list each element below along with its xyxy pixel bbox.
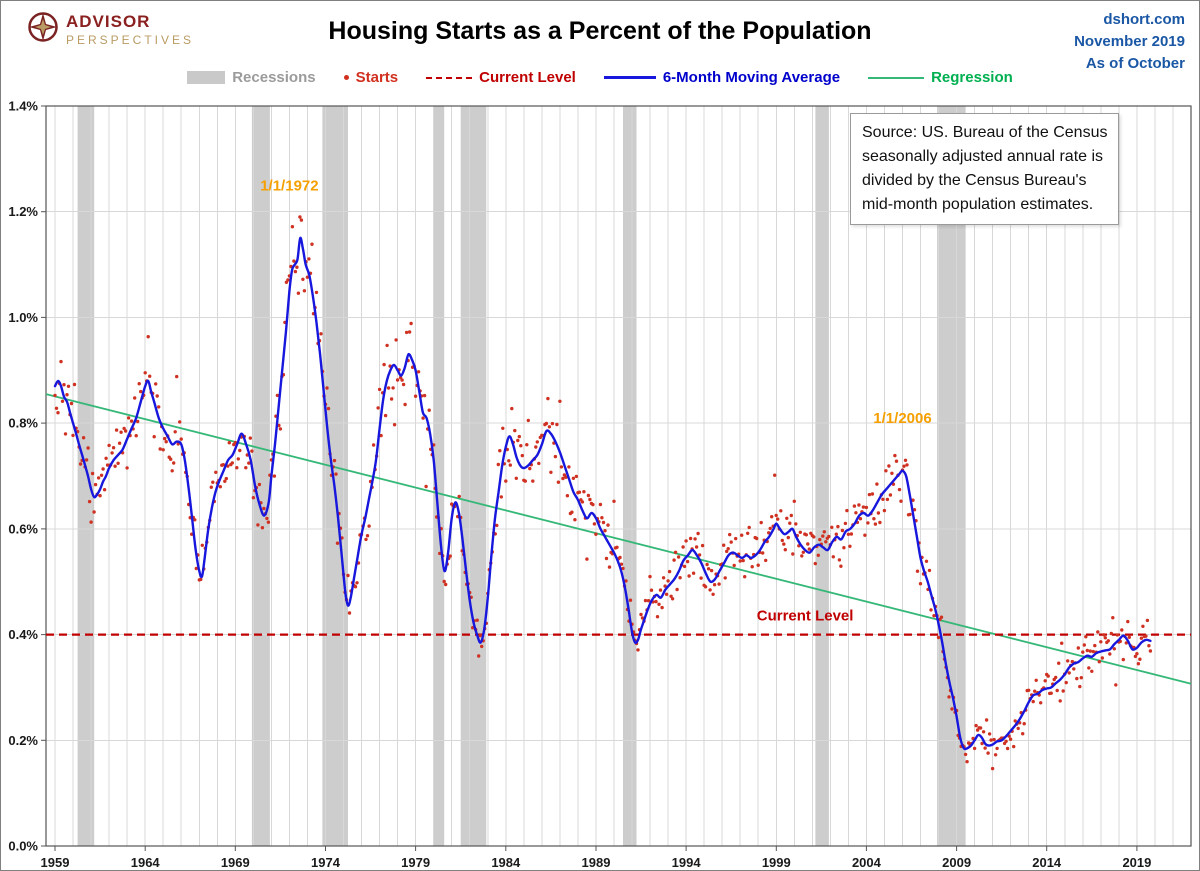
starts-dot-swatch [343, 75, 349, 80]
svg-text:1984: 1984 [491, 855, 521, 870]
svg-text:1.4%: 1.4% [8, 99, 38, 114]
svg-text:1/1/1972: 1/1/1972 [260, 178, 318, 195]
svg-text:1994: 1994 [672, 855, 702, 870]
logo-line2: PERSPECTIVES [66, 33, 195, 47]
svg-text:2004: 2004 [852, 855, 882, 870]
svg-text:1.2%: 1.2% [8, 204, 38, 219]
chart-svg: 1959 1964 1969 1974 1979 1984 1989 1994 1999 2004… [8, 99, 1192, 870]
svg-text:1974: 1974 [311, 855, 341, 870]
page-title: Housing Starts as a Percent of the Popul… [328, 17, 872, 45]
legend-label: Starts [355, 69, 399, 86]
regression-line-swatch [868, 76, 925, 79]
legend-label: Current Level [479, 69, 576, 86]
svg-text:1999: 1999 [762, 855, 791, 870]
legend-label: Recessions [232, 69, 316, 86]
current-level-dash-swatch [426, 76, 473, 79]
legend-item-regression: Regression [868, 69, 1013, 86]
attribution-asof: As of October [1085, 54, 1185, 72]
svg-text:0.8%: 0.8% [8, 416, 38, 431]
svg-text:1.0%: 1.0% [8, 310, 38, 325]
legend-item-recessions: Recessions [187, 69, 316, 86]
logo-line1: ADVISOR [66, 12, 151, 31]
chart-area: 1959 1964 1969 1974 1979 1984 1989 1994 1999 2004… [1, 96, 1199, 870]
legend-item-moving-average: 6-Month Moving Average [603, 69, 841, 86]
svg-text:1959: 1959 [41, 855, 70, 870]
svg-text:1964: 1964 [131, 855, 161, 870]
svg-text:Current Level: Current Level [757, 607, 854, 624]
attribution: dshort.com November 2019 As of October [1074, 9, 1185, 74]
recessions-band-swatch [187, 71, 226, 84]
svg-text:2014: 2014 [1032, 855, 1062, 870]
legend-label: Regression [931, 69, 1013, 86]
attribution-date: November 2019 [1074, 32, 1185, 50]
source-note: Source: US. Bureau of the Census seasona… [850, 113, 1120, 225]
svg-text:0.2%: 0.2% [8, 733, 38, 748]
advisor-perspectives-logo: ADVISOR PERSPECTIVES [27, 11, 194, 48]
moving-average-line-swatch [603, 76, 656, 79]
legend-item-current-level: Current Level [426, 69, 576, 86]
svg-text:0.0%: 0.0% [8, 839, 38, 854]
svg-text:1/1/2006: 1/1/2006 [873, 410, 931, 427]
svg-text:1979: 1979 [401, 855, 430, 870]
legend-label: 6-Month Moving Average [662, 69, 841, 86]
svg-text:2009: 2009 [942, 855, 971, 870]
legend-item-starts: Starts [343, 69, 399, 86]
chart-legend: Recessions Starts Current Level 6-Month … [1, 69, 1199, 86]
svg-text:0.4%: 0.4% [8, 627, 38, 642]
svg-text:2019: 2019 [1122, 855, 1151, 870]
attribution-site: dshort.com [1103, 11, 1185, 28]
svg-text:1989: 1989 [582, 855, 611, 870]
compass-logo-icon [27, 11, 59, 48]
svg-text:1969: 1969 [221, 855, 250, 870]
svg-text:0.6%: 0.6% [8, 521, 38, 536]
